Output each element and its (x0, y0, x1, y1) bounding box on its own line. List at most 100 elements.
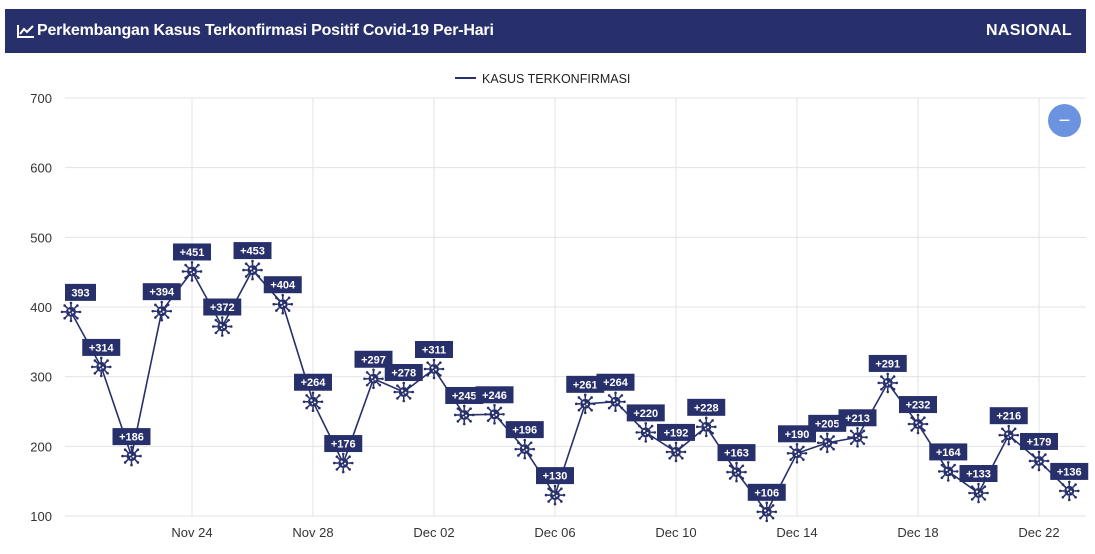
x-tick-label: Nov 24 (171, 525, 212, 540)
data-label: +205 (815, 418, 840, 430)
virus-icon (363, 368, 384, 390)
data-label-box (989, 407, 1028, 425)
virus-icon (211, 316, 233, 337)
data-label-box (203, 298, 242, 316)
virus-icon (332, 452, 354, 474)
virus-icon (816, 432, 838, 454)
data-label-box (82, 338, 121, 356)
virus-icon (574, 393, 596, 415)
x-tick-label: Dec 22 (1018, 525, 1059, 540)
data-label: +106 (754, 487, 779, 499)
data-label: +136 (1057, 466, 1082, 478)
virus-icon (605, 391, 626, 413)
header-left: Perkembangan Kasus Terkonfirmasi Positif… (17, 22, 494, 40)
data-label-box (263, 276, 302, 294)
data-label-box (687, 398, 726, 416)
data-label: +220 (633, 408, 658, 420)
data-label: +245 (452, 390, 477, 402)
zoom-out-button[interactable]: − (1048, 104, 1081, 137)
data-label-box (142, 283, 181, 301)
data-label-box (384, 363, 423, 381)
data-label-box (868, 354, 907, 372)
zoom-out-icon: − (1058, 109, 1071, 132)
y-tick-label: 600 (30, 161, 52, 176)
x-tick-label: Dec 18 (897, 525, 938, 540)
chart-title: Perkembangan Kasus Terkonfirmasi Positif… (37, 22, 494, 39)
virus-icon (847, 426, 868, 448)
data-label: +164 (936, 447, 962, 459)
data-label: +133 (966, 469, 991, 481)
virus-icon (514, 438, 536, 460)
virus-icon (877, 372, 899, 394)
x-tick-label: Dec 14 (776, 525, 817, 540)
chart-header: Perkembangan Kasus Terkonfirmasi Positif… (5, 9, 1086, 53)
data-label-box (475, 386, 514, 404)
virus-icon (786, 443, 808, 464)
virus-icon (272, 293, 294, 315)
y-tick-label: 200 (30, 439, 52, 454)
data-label: +264 (603, 377, 629, 389)
virus-icon (181, 261, 203, 282)
data-label: +232 (906, 400, 931, 412)
line-chart: 100 200 300 400 500 600 700 Nov 24 Nov 28 Dec 02 D… (30, 72, 1089, 540)
data-label-box (112, 428, 151, 446)
data-label: 393 (71, 287, 89, 299)
virus-icon (635, 422, 657, 443)
data-label: +451 (180, 247, 205, 259)
legend-label: KASUS TERKONFIRMASI (482, 72, 630, 86)
data-label-box (596, 373, 635, 391)
x-tick-label: Dec 10 (655, 525, 696, 540)
data-label: +453 (240, 246, 265, 258)
data-label: +394 (149, 287, 175, 299)
virus-icon (423, 358, 445, 380)
data-label: +372 (210, 302, 235, 314)
virus-icon (726, 461, 747, 483)
y-tick-label: 300 (30, 370, 52, 385)
data-label-box (1020, 432, 1058, 450)
data-label-box (505, 421, 544, 439)
data-label-box (778, 425, 816, 443)
virus-icon (695, 416, 717, 438)
virus-icon (453, 404, 475, 426)
data-label: +246 (482, 390, 507, 402)
data-label: +264 (301, 377, 327, 389)
data-label-box (65, 283, 96, 301)
virus-icon (907, 413, 929, 435)
data-label: +213 (845, 413, 870, 425)
data-label-box (294, 373, 332, 391)
virus-icon (484, 403, 505, 425)
data-label: +297 (361, 354, 386, 366)
x-tick-label: Nov 28 (292, 525, 333, 540)
virus-icon (544, 484, 566, 506)
y-tick-label: 500 (30, 230, 52, 245)
virus-icon (937, 461, 959, 482)
data-label: +196 (512, 425, 537, 437)
virus-icon (90, 356, 112, 378)
virus-icon (1028, 450, 1050, 472)
data-label: +176 (331, 439, 356, 451)
virus-icon (756, 501, 778, 523)
data-label: +291 (875, 358, 900, 370)
data-label-box (626, 404, 665, 422)
data-label-box (808, 414, 847, 432)
virus-icon (665, 441, 687, 463)
data-label-box (415, 341, 453, 359)
y-tick-label: 700 (30, 91, 52, 106)
data-label-box (899, 396, 937, 414)
data-label: +314 (89, 342, 115, 354)
data-label-box (445, 386, 484, 404)
virus-icon (242, 259, 263, 281)
data-label-box (747, 483, 786, 501)
data-label: +216 (996, 411, 1021, 423)
x-tick-label: Dec 02 (413, 525, 454, 540)
data-label-box (959, 465, 998, 483)
data-label: +228 (694, 402, 719, 414)
data-label: +179 (1027, 436, 1052, 448)
y-tick-label: 400 (30, 300, 52, 315)
data-label: +130 (543, 471, 568, 483)
virus-icon (968, 482, 989, 504)
data-label-box (566, 375, 605, 393)
data-label-box (324, 435, 363, 453)
virus-icon (998, 424, 1020, 446)
data-label: +192 (664, 427, 689, 439)
